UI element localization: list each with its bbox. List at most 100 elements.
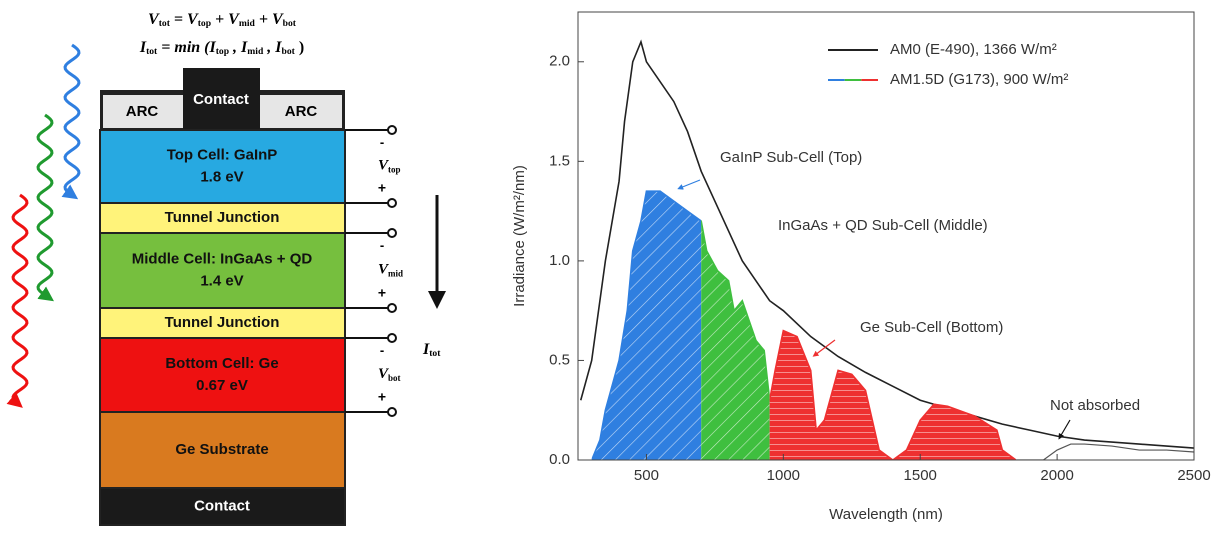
x-axis-label: Wavelength (nm) xyxy=(829,506,943,523)
subscript: bot xyxy=(388,373,401,383)
subscript: tot xyxy=(146,46,158,57)
terminal xyxy=(387,198,397,208)
subscript: mid xyxy=(247,46,264,57)
formula-part: = V xyxy=(170,11,199,28)
subscript: top xyxy=(216,46,229,57)
formula-part: = min (I xyxy=(157,39,216,56)
annotation: GaInP Sub-Cell (Top) xyxy=(720,149,862,166)
polarity: - xyxy=(380,237,384,252)
subscript: top xyxy=(388,165,401,175)
x-tick-label: 2000 xyxy=(1040,467,1073,484)
light-ray xyxy=(6,193,29,408)
layer-label: Tunnel Junction xyxy=(165,314,280,331)
y-axis-label: Irradiance (W/m²/nm) xyxy=(511,165,528,307)
y-tick-label: 1.5 xyxy=(549,152,570,169)
formula-part: V xyxy=(378,366,390,382)
light-ray xyxy=(61,43,81,200)
y-tick-label: 2.0 xyxy=(549,53,570,70)
plot-area xyxy=(579,39,1194,460)
layer-label: 1.4 eV xyxy=(200,272,243,289)
subscript: tot xyxy=(429,348,441,359)
layer-label: Contact xyxy=(194,497,250,514)
formula-part: , I xyxy=(229,39,248,56)
y-tick-label: 1.0 xyxy=(549,252,570,269)
layer-label: Top Cell: GaInP xyxy=(167,146,278,163)
formula-part: , I xyxy=(263,39,282,56)
legend-label: AM1.5D (G173), 900 W/m² xyxy=(890,71,1068,88)
formula: Vtot = Vtop + Vmid + Vbot xyxy=(148,11,297,30)
layer xyxy=(99,129,346,204)
formula-part: I xyxy=(422,341,430,358)
arc-label: ARC xyxy=(285,103,318,120)
formula-part: V xyxy=(148,11,160,28)
annotation: InGaAs + QD Sub-Cell (Middle) xyxy=(778,217,988,234)
layer-label: Ge Substrate xyxy=(175,441,268,458)
subscript: bot xyxy=(282,46,296,57)
layer xyxy=(99,337,346,413)
arc-layer xyxy=(260,95,342,128)
layer xyxy=(99,232,346,309)
series-line xyxy=(769,329,1017,460)
contact-label: Contact xyxy=(193,91,249,108)
terminal xyxy=(387,303,397,313)
axes-frame xyxy=(577,11,1195,461)
polarity: - xyxy=(380,342,384,357)
annotation-arrow xyxy=(1058,419,1071,440)
x-tick-label: 500 xyxy=(634,467,659,484)
x-tick-label: 2500 xyxy=(1177,467,1210,484)
segment xyxy=(769,329,1017,460)
sub-cell-hatch xyxy=(701,221,770,460)
polarity: + xyxy=(378,389,386,405)
polarity: + xyxy=(378,180,386,196)
segment xyxy=(591,190,702,460)
formula: Vbot xyxy=(378,366,401,383)
terminal xyxy=(387,228,397,238)
layer-label: Tunnel Junction xyxy=(165,209,280,226)
legend-label: AM0 (E-490), 1366 W/m² xyxy=(890,41,1057,58)
formula-part: + V xyxy=(255,11,284,28)
series-line xyxy=(1016,443,1194,460)
y-tick-label: 0.0 xyxy=(549,451,570,468)
terminal xyxy=(387,125,397,135)
polarity: + xyxy=(378,285,386,301)
layer-label: Middle Cell: InGaAs + QD xyxy=(132,250,313,267)
annotation-arrow xyxy=(677,179,701,190)
x-tick-label: 1500 xyxy=(904,467,937,484)
subscript: tot xyxy=(159,18,171,29)
annotation-arrow xyxy=(812,339,836,357)
segment xyxy=(701,220,770,460)
formula: Vmid xyxy=(378,262,403,279)
y-tick-label: 0.5 xyxy=(549,351,570,368)
subscript: mid xyxy=(239,18,256,29)
formula-part: + V xyxy=(211,11,240,28)
arc-label: ARC xyxy=(126,103,159,120)
subscript: mid xyxy=(388,269,403,279)
series-line xyxy=(591,190,702,460)
sub-cell-hatch xyxy=(591,191,702,460)
formula: Vtop xyxy=(378,158,401,175)
subscript: top xyxy=(198,18,211,29)
layer-label: 1.8 eV xyxy=(200,168,243,185)
formula-part: V xyxy=(378,158,390,174)
polarity: - xyxy=(380,134,384,149)
terminal xyxy=(387,407,397,417)
terminal xyxy=(387,333,397,343)
formula: Itot = min (Itop , Imid , Ibot ) xyxy=(139,39,304,58)
series-line xyxy=(579,39,1194,449)
annotation: Not absorbed xyxy=(1050,397,1140,414)
contact-top xyxy=(183,68,260,130)
layer-label: 0.67 eV xyxy=(196,377,248,394)
formula: Itot xyxy=(422,341,441,360)
layer xyxy=(99,307,346,339)
subscript: bot xyxy=(283,18,297,29)
layer xyxy=(99,487,346,526)
layer-label: Bottom Cell: Ge xyxy=(165,355,278,372)
formula-part: I xyxy=(139,39,147,56)
x-tick-label: 1000 xyxy=(767,467,800,484)
light-ray xyxy=(36,113,54,302)
sub-cell-hatch xyxy=(769,330,1017,460)
annotation: Ge Sub-Cell (Bottom) xyxy=(860,319,1003,336)
formula-part: V xyxy=(378,262,390,278)
arc-layer xyxy=(103,95,183,128)
